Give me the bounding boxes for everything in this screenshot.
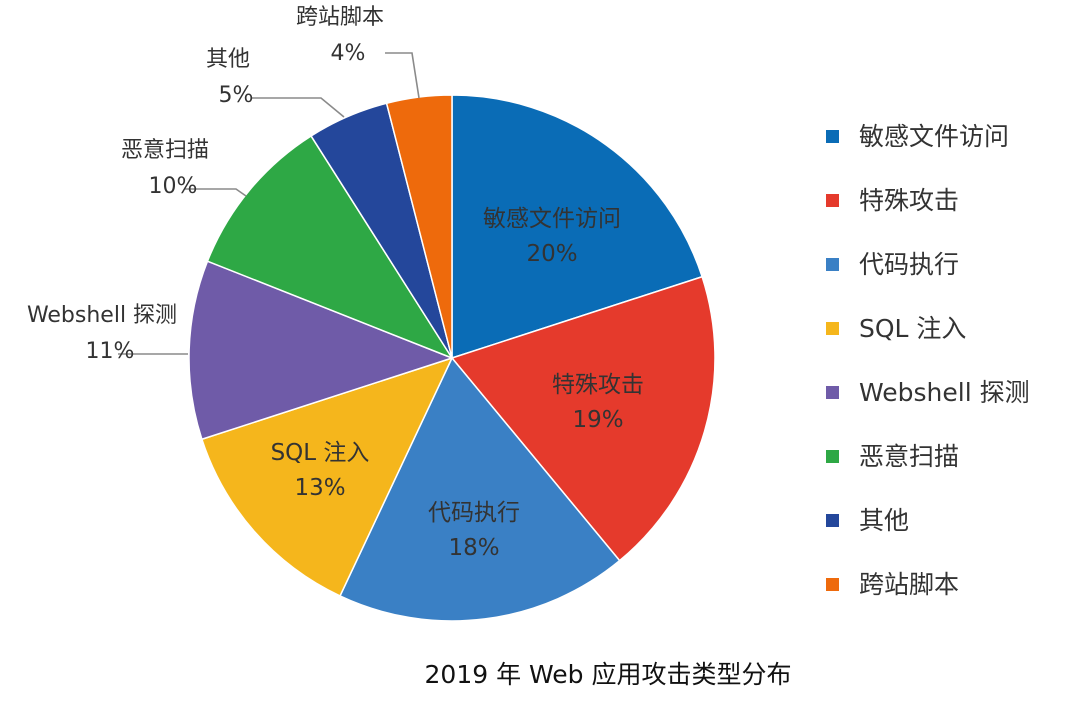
legend-swatch-6 [826,450,839,463]
legend-label-8: 跨站脚本 [859,570,959,599]
slice-6 [206,134,454,360]
slice-3-value-label: 18% [448,535,499,561]
legend-label-3: 代码执行 [859,250,959,279]
slice-6-value-label: 10% [149,174,198,199]
slice-4 [200,356,454,597]
legend-swatch-4 [826,322,839,335]
slice-labels: 敏感文件访问 20% 特殊攻击 19% 代码执行 18% SQL 注入 13% Webshell… [27,5,644,561]
slice-3 [339,356,621,622]
slice-2-label: 特殊攻击 [552,372,644,398]
slice-4-label: SQL 注入 [271,440,370,466]
slice-6-leader-line [185,188,247,197]
legend-swatch-7 [826,514,839,527]
slice-2-value-label: 19% [572,407,623,433]
slice-7-value-label: 5% [219,83,254,108]
slice-4-value-label: 13% [294,475,345,501]
slice-5-value-label: 11% [86,339,135,364]
legend-label-5: Webshell 探测 [859,378,1030,407]
slice-5 [188,260,455,441]
slice-1-value-label: 20% [526,241,577,267]
legend-swatch-1 [826,130,839,143]
legend-swatch-2 [826,194,839,207]
legend-label-7: 其他 [859,506,909,535]
legend-label-6: 恶意扫描 [859,442,959,471]
slice-8-value-label: 4% [331,41,366,66]
slice-3-label: 代码执行 [428,500,520,526]
legend-swatch-8 [826,578,839,591]
legend-swatch-5 [826,386,839,399]
slice-8-leader-line [385,52,420,99]
legend-label-4: SQL 注入 [859,314,966,343]
slice-7-leader-line [251,97,345,118]
legend-swatch-3 [826,258,839,271]
slice-7-label: 其他 [206,47,250,72]
slice-8-label: 跨站脚本 [296,5,384,30]
slice-2 [450,275,716,562]
slice-1 [451,94,704,360]
leader-lines [118,52,420,355]
pie-slices [188,94,716,622]
legend-label-2: 特殊攻击 [859,186,959,215]
chart-title: 2019 年 Web 应用攻击类型分布 [425,660,792,689]
slice-5-label: Webshell 探测 [27,303,177,328]
legend-label-1: 敏感文件访问 [859,122,1009,151]
slice-6-label: 恶意扫描 [121,138,209,163]
slice-1-label: 敏感文件访问 [483,206,621,232]
